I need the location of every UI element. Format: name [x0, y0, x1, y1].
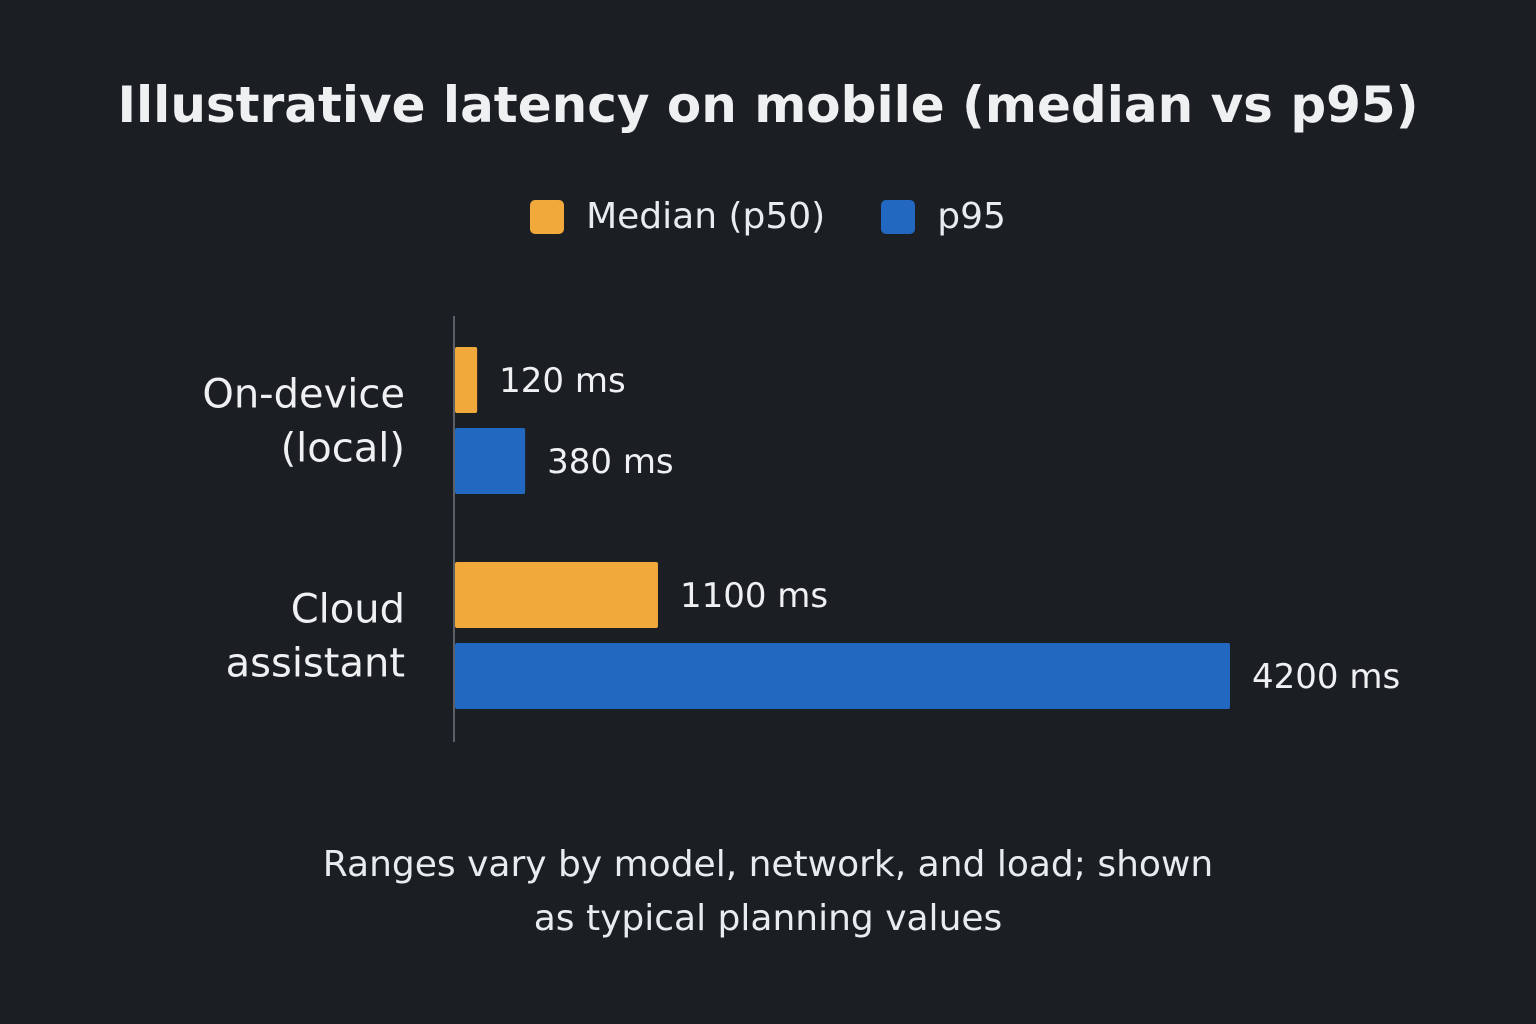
footnote-line-2: as typical planning values — [533, 898, 1003, 939]
category-label-1-line-1: assistant — [226, 641, 405, 687]
chart-title: Illustrative latency on mobile (median v… — [117, 76, 1419, 134]
value-label-p95-1: 4200 ms — [1252, 657, 1400, 697]
legend-item-median: Median (p50) — [530, 196, 825, 237]
legend-label-p95: p95 — [937, 196, 1006, 237]
bar-median-1 — [455, 562, 658, 628]
bar-p95-0 — [455, 428, 526, 494]
value-label-median-0: 120 ms — [499, 361, 626, 401]
legend: Median (p50) p95 — [0, 196, 1536, 237]
category-label-0-line-1: (local) — [281, 426, 405, 472]
value-label-median-1: 1100 ms — [680, 576, 828, 616]
footnote: Ranges vary by model, network, and load;… — [318, 838, 1218, 946]
bar-median-0 — [455, 347, 478, 413]
chart-marks: On-device (local) 120 ms 380 ms Cloud assista… — [202, 347, 1400, 709]
legend-item-p95: p95 — [881, 196, 1006, 237]
category-label-1-line-0: Cloud — [291, 587, 405, 633]
footnote-line-1: Ranges vary by model, network, and load;… — [322, 844, 1214, 885]
legend-swatch-p95 — [881, 199, 916, 234]
category-label-0-line-0: On-device — [202, 372, 405, 418]
bar-p95-1 — [455, 643, 1230, 709]
legend-label-median: Median (p50) — [586, 196, 826, 237]
legend-swatch-median — [530, 199, 565, 234]
value-label-p95-0: 380 ms — [547, 442, 674, 482]
